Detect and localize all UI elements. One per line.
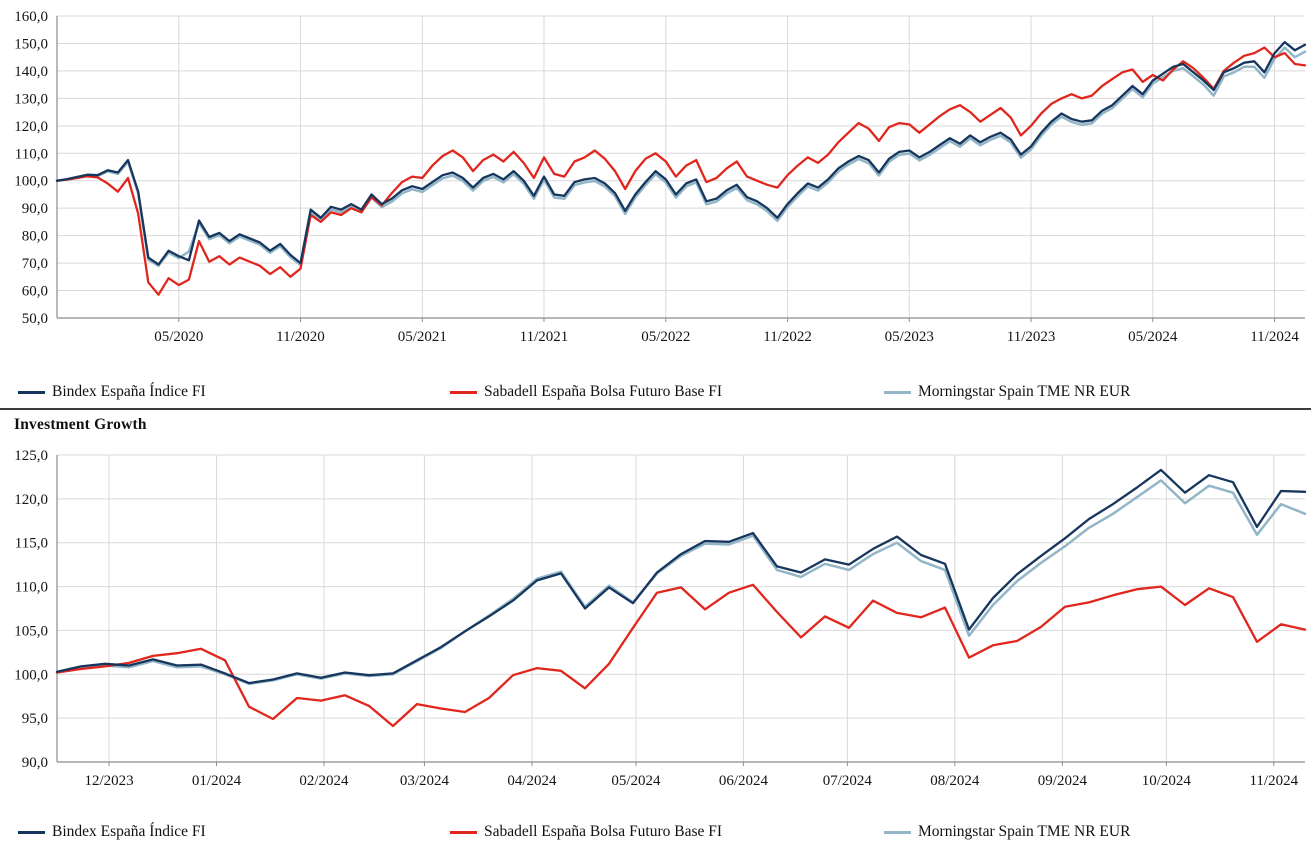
x-tick-label: 11/2023 <box>1007 329 1056 345</box>
y-tick-label: 140,0 <box>14 64 48 80</box>
x-tick-label: 11/2024 <box>1249 773 1298 789</box>
legend-item-bindex: Bindex España Índice FI <box>18 381 206 403</box>
y-tick-label: 80,0 <box>22 229 48 245</box>
y-tick-label: 50,0 <box>22 311 48 327</box>
bindex-line-swatch <box>18 830 45 834</box>
y-tick-label: 130,0 <box>14 91 48 107</box>
sabadell-line-swatch <box>450 830 477 834</box>
x-tick-label: 11/2021 <box>520 329 569 345</box>
x-tick-label: 10/2024 <box>1142 773 1192 789</box>
x-tick-label: 05/2021 <box>398 329 447 345</box>
y-tick-label: 105,0 <box>14 623 48 639</box>
x-tick-label: 01/2024 <box>192 773 242 789</box>
y-tick-label: 110,0 <box>15 580 48 596</box>
x-tick-label: 04/2024 <box>507 773 557 789</box>
x-tick-label: 06/2024 <box>719 773 769 789</box>
x-tick-label: 05/2023 <box>885 329 934 345</box>
investment-growth-chart: 125,0 120,0 115,0 110,0 105,0 100,0 95,0 90,0 12… <box>14 448 1307 789</box>
y-tick-label: 70,0 <box>22 256 48 272</box>
series-line <box>55 46 1307 296</box>
x-tick-label: 03/2024 <box>400 773 450 789</box>
morningstar-line-swatch <box>884 830 911 834</box>
series-line <box>55 583 1307 728</box>
series-line <box>55 468 1307 685</box>
y-tick-label: 125,0 <box>14 448 48 464</box>
x-tick-label: 11/2020 <box>276 329 325 345</box>
sabadell-line-swatch <box>450 390 477 394</box>
y-tick-label: 150,0 <box>14 36 48 52</box>
legend-label-morningstar: Morningstar Spain TME NR EUR <box>918 823 1131 840</box>
x-tick-label: 12/2023 <box>84 773 133 789</box>
morningstar-line-swatch <box>884 390 911 394</box>
x-tick-label: 08/2024 <box>930 773 980 789</box>
legend-label-sabadell: Sabadell España Bolsa Futuro Base FI <box>484 823 723 840</box>
legend-label-bindex: Bindex España Índice FI <box>52 383 206 400</box>
legend-item-morningstar: Morningstar Spain TME NR EUR <box>884 821 1130 843</box>
y-tick-label: 60,0 <box>22 284 48 300</box>
legend-item-sabadell: Sabadell España Bolsa Futuro Base FI <box>450 821 722 843</box>
legend-item-morningstar: Morningstar Spain TME NR EUR <box>884 381 1130 403</box>
y-tick-label: 90,0 <box>22 755 48 771</box>
y-tick-label: 120,0 <box>14 119 48 135</box>
legend-label-morningstar: Morningstar Spain TME NR EUR <box>918 383 1131 400</box>
y-tick-label: 95,0 <box>22 711 48 727</box>
bindex-line-swatch <box>18 390 45 394</box>
series-line <box>55 46 1307 268</box>
section-divider <box>0 408 1311 410</box>
x-tick-label: 05/2022 <box>641 329 690 345</box>
legend-label-sabadell: Sabadell España Bolsa Futuro Base FI <box>484 383 723 400</box>
y-tick-label: 160,0 <box>14 9 48 25</box>
series-line <box>55 40 1307 266</box>
y-tick-label: 100,0 <box>14 667 48 683</box>
legend-item-bindex: Bindex España Índice FI <box>18 821 206 843</box>
x-tick-label: 05/2024 <box>611 773 661 789</box>
x-tick-label: 07/2024 <box>823 773 873 789</box>
x-tick-label: 11/2024 <box>1250 329 1299 345</box>
x-tick-label: 05/2024 <box>1128 329 1178 345</box>
y-tick-label: 115,0 <box>15 536 48 552</box>
investment-growth-title: Investment Growth <box>14 416 147 433</box>
legend-item-sabadell: Sabadell España Bolsa Futuro Base FI <box>450 381 722 403</box>
legend-bottom: Bindex España Índice FI Sabadell España … <box>0 821 1311 843</box>
price-index-chart: 160,0 150,0 140,0 130,0 120,0 110,0 100,0 90,0 8… <box>14 9 1307 345</box>
series-line <box>55 479 1307 686</box>
x-tick-label: 02/2024 <box>299 773 349 789</box>
y-tick-label: 120,0 <box>14 492 48 508</box>
x-tick-label: 05/2020 <box>154 329 203 345</box>
y-tick-label: 100,0 <box>14 174 48 190</box>
x-tick-label: 09/2024 <box>1038 773 1088 789</box>
y-tick-label: 90,0 <box>22 201 48 217</box>
legend-label-bindex: Bindex España Índice FI <box>52 823 206 840</box>
x-tick-label: 11/2022 <box>763 329 812 345</box>
y-tick-label: 110,0 <box>15 146 48 162</box>
legend-top: Bindex España Índice FI Sabadell España … <box>0 381 1311 403</box>
